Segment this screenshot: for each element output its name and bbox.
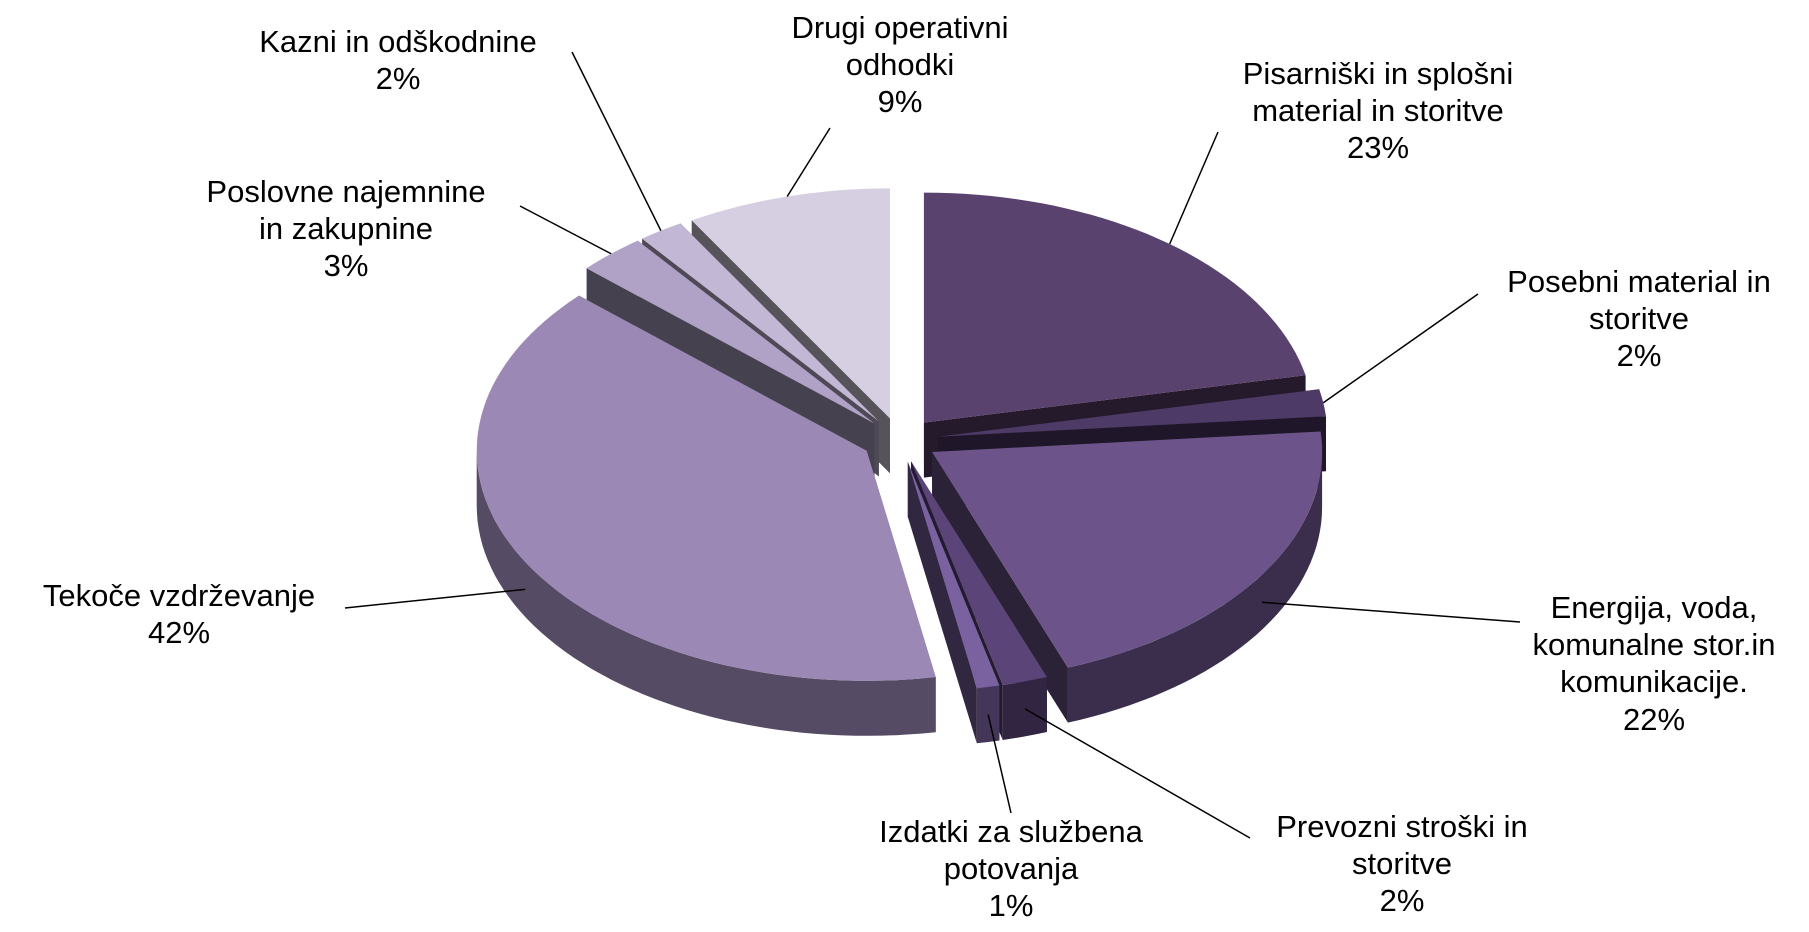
data-label: Drugi operativni odhodki 9% xyxy=(765,9,1035,121)
category-label: Pisarniški in splošni material in storit… xyxy=(1242,56,1514,129)
leader-line xyxy=(786,127,831,197)
slice xyxy=(923,192,1306,423)
slice-side xyxy=(1002,677,1047,740)
slice xyxy=(586,240,875,424)
slice xyxy=(642,223,879,422)
leader-line xyxy=(571,51,662,231)
value-label: 42% xyxy=(147,615,211,651)
value-label: 1% xyxy=(988,888,1034,924)
data-label: Izdatki za službena potovanja 1% xyxy=(856,813,1166,925)
leader-line xyxy=(519,205,612,255)
slice xyxy=(932,431,1323,668)
slice xyxy=(691,188,890,419)
value-label: 3% xyxy=(323,248,369,284)
slice-wall xyxy=(932,452,1068,723)
leader-line xyxy=(1024,708,1251,839)
slice-side xyxy=(1067,452,1323,723)
category-label: Drugi operativni odhodki xyxy=(791,10,1009,83)
slice xyxy=(476,295,936,681)
data-label: Poslovne najemnine in zakupnine 3% xyxy=(196,173,496,285)
leader-line xyxy=(987,714,1012,814)
slice-side xyxy=(976,685,1000,744)
category-label: Izdatki za službena potovanja xyxy=(879,814,1143,887)
leader-line xyxy=(344,588,526,609)
data-label: Energija, voda, komunalne stor.in komuni… xyxy=(1509,589,1799,738)
value-label: 2% xyxy=(375,61,421,97)
slice-wall xyxy=(907,461,977,744)
slice-side xyxy=(476,450,936,736)
leader-line xyxy=(1261,601,1521,623)
leader-line xyxy=(1168,131,1219,245)
category-label: Posebni material in storitve xyxy=(1507,264,1771,337)
value-label: 23% xyxy=(1346,130,1410,166)
category-label: Kazni in odškodnine xyxy=(259,24,537,59)
data-label: Posebni material in storitve 2% xyxy=(1484,263,1794,375)
value-label: 9% xyxy=(877,84,923,120)
category-label: Energija, voda, komunalne stor.in komuni… xyxy=(1532,590,1776,700)
data-label: Pisarniški in splošni material in storit… xyxy=(1213,55,1543,167)
category-label: Prevozni stroški in storitve xyxy=(1276,809,1528,882)
value-label: 2% xyxy=(1379,883,1425,919)
slice xyxy=(911,461,1047,685)
data-label: Prevozni stroški in storitve 2% xyxy=(1252,808,1552,920)
data-label: Tekoče vzdrževanje 42% xyxy=(0,577,369,651)
value-label: 22% xyxy=(1622,701,1686,737)
leader-line xyxy=(1322,293,1479,404)
data-label: Kazni in odškodnine 2% xyxy=(228,23,568,97)
slice xyxy=(937,389,1326,437)
value-label: 2% xyxy=(1616,338,1662,374)
category-label: Tekoče vzdrževanje xyxy=(42,578,316,613)
category-label: Poslovne najemnine in zakupnine xyxy=(206,174,486,247)
slice xyxy=(907,461,1000,689)
